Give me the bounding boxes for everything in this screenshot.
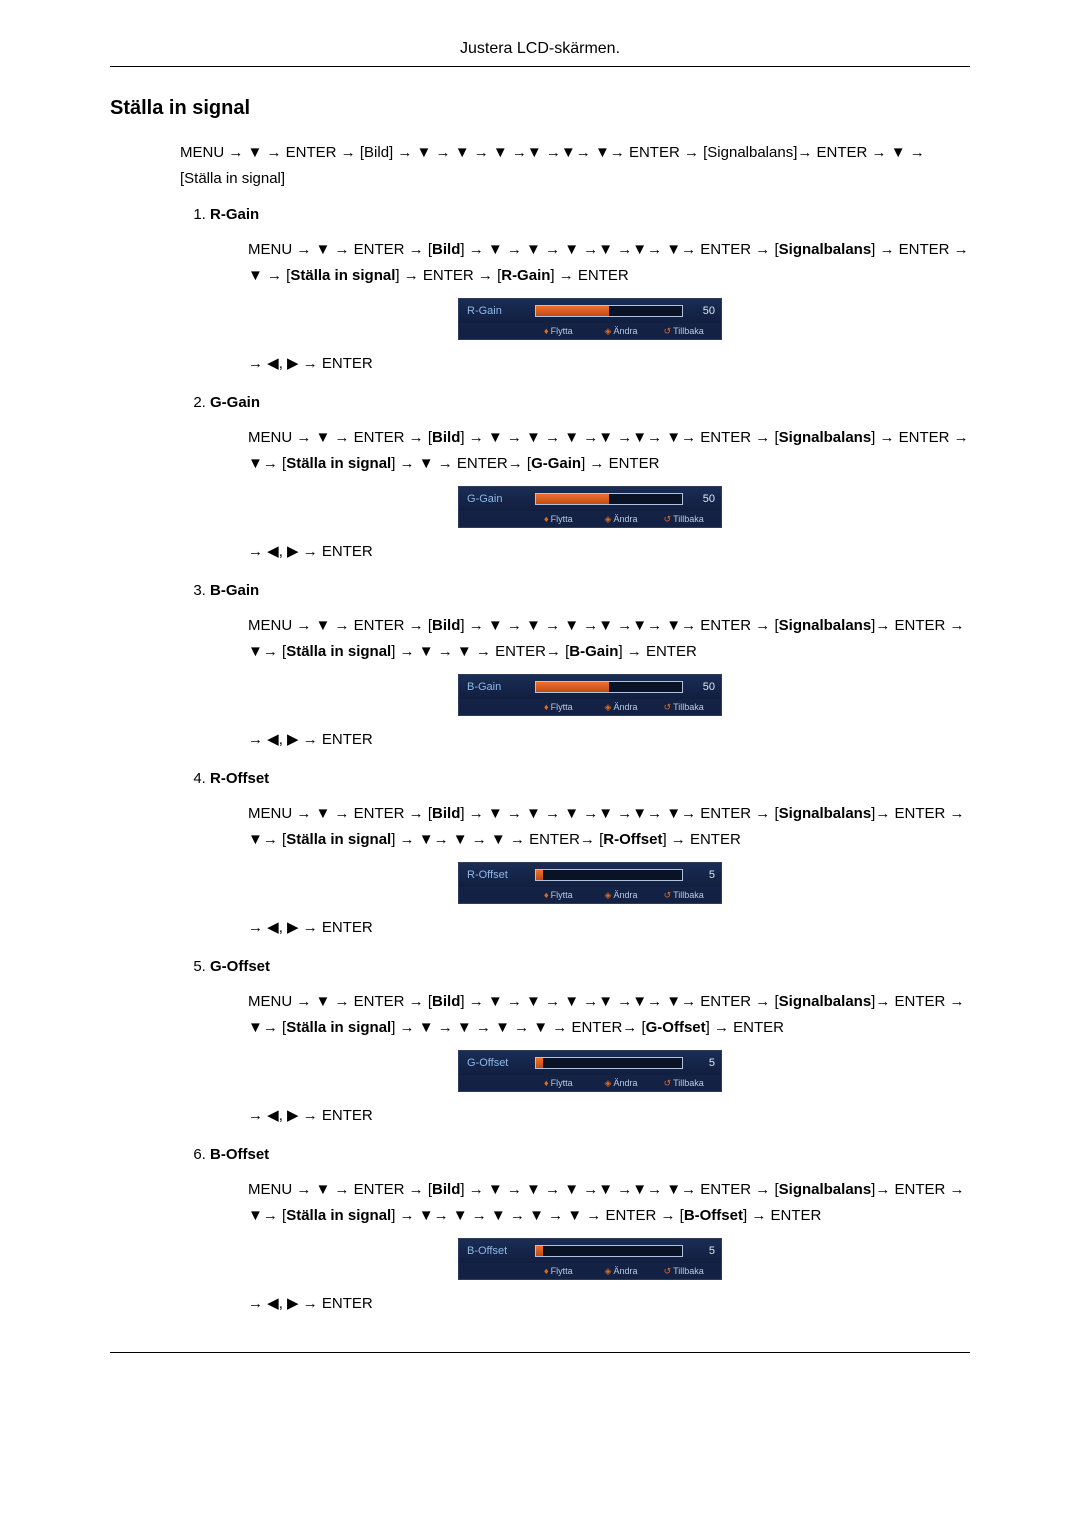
osd-foot-move: ♦Flytta bbox=[527, 890, 590, 900]
osd-slider-fill bbox=[536, 870, 543, 880]
enter-line: → ◀, ▶ → ENTER bbox=[248, 730, 970, 748]
enter-line: → ◀, ▶ → ENTER bbox=[248, 542, 970, 560]
item-title: B-Offset bbox=[210, 1146, 970, 1163]
enter-line: → ◀, ▶ → ENTER bbox=[248, 1294, 970, 1312]
osd-foot-return: ↺Tillbaka bbox=[652, 890, 715, 901]
page: Justera LCD-skärmen. Ställa in signal ME… bbox=[0, 0, 1080, 1413]
osd-label: B-Offset bbox=[465, 1245, 535, 1257]
osd-row-main: G-Gain 50 bbox=[459, 487, 721, 511]
osd-row-main: B-Offset 5 bbox=[459, 1239, 721, 1263]
list-item: B-Gain MENU → ▼ → ENTER → [Bild] → ▼ → ▼ … bbox=[210, 582, 970, 748]
item-title: G-Gain bbox=[210, 394, 970, 411]
rule-top bbox=[110, 66, 970, 67]
item-path: MENU → ▼ → ENTER → [Bild] → ▼ → ▼ → ▼ →▼… bbox=[248, 1177, 970, 1228]
item-path: MENU → ▼ → ENTER → [Bild] → ▼ → ▼ → ▼ →▼… bbox=[248, 613, 970, 664]
osd-row-main: G-Offset 5 bbox=[459, 1051, 721, 1075]
osd-footer: ♦Flytta◈Ändra↺Tillbaka bbox=[459, 699, 721, 715]
osd-panel: B-Gain 50 ♦Flytta◈Ändra↺Tillbaka bbox=[458, 674, 722, 716]
enter-line: → ◀, ▶ → ENTER bbox=[248, 354, 970, 372]
osd-value: 5 bbox=[683, 1057, 715, 1069]
osd-slider[interactable] bbox=[535, 1057, 683, 1069]
osd-slider[interactable] bbox=[535, 681, 683, 693]
list-item: R-Gain MENU → ▼ → ENTER → [Bild] → ▼ → ▼ … bbox=[210, 206, 970, 372]
osd-slider[interactable] bbox=[535, 1245, 683, 1257]
item-path: MENU → ▼ → ENTER → [Bild] → ▼ → ▼ → ▼ →▼… bbox=[248, 425, 970, 476]
osd-foot-adjust: ◈Ändra bbox=[590, 702, 653, 713]
items-list: R-Gain MENU → ▼ → ENTER → [Bild] → ▼ → ▼ … bbox=[165, 206, 970, 1312]
osd-foot-move: ♦Flytta bbox=[527, 1078, 590, 1088]
osd-footer: ♦Flytta◈Ändra↺Tillbaka bbox=[459, 511, 721, 527]
osd-value: 5 bbox=[683, 1245, 715, 1257]
osd-slider-fill bbox=[536, 1246, 543, 1256]
osd-slider[interactable] bbox=[535, 493, 683, 505]
osd-label: R-Gain bbox=[465, 305, 535, 317]
page-header: Justera LCD-skärmen. bbox=[110, 40, 970, 58]
osd-label: G-Gain bbox=[465, 493, 535, 505]
list-item: G-Gain MENU → ▼ → ENTER → [Bild] → ▼ → ▼ … bbox=[210, 394, 970, 560]
osd-footer: ♦Flytta◈Ändra↺Tillbaka bbox=[459, 887, 721, 903]
item-title: G-Offset bbox=[210, 958, 970, 975]
osd-foot-move: ♦Flytta bbox=[527, 326, 590, 336]
osd-panel: R-Gain 50 ♦Flytta◈Ändra↺Tillbaka bbox=[458, 298, 722, 340]
osd-footer: ♦Flytta◈Ändra↺Tillbaka bbox=[459, 323, 721, 339]
enter-line: → ◀, ▶ → ENTER bbox=[248, 1106, 970, 1124]
osd-row-main: R-Gain 50 bbox=[459, 299, 721, 323]
osd-slider-fill bbox=[536, 682, 609, 692]
osd-foot-adjust: ◈Ändra bbox=[590, 890, 653, 901]
item-title: B-Gain bbox=[210, 582, 970, 599]
intro-path: MENU → ▼ → ENTER → [Bild] → ▼ → ▼ → ▼ →▼… bbox=[180, 140, 970, 191]
osd-foot-return: ↺Tillbaka bbox=[652, 702, 715, 713]
item-path: MENU → ▼ → ENTER → [Bild] → ▼ → ▼ → ▼ →▼… bbox=[248, 237, 970, 288]
osd-foot-move: ♦Flytta bbox=[527, 514, 590, 524]
item-title: R-Offset bbox=[210, 770, 970, 787]
osd-value: 50 bbox=[683, 681, 715, 693]
osd-slider-fill bbox=[536, 306, 609, 316]
osd-footer: ♦Flytta◈Ändra↺Tillbaka bbox=[459, 1263, 721, 1279]
list-item: B-Offset MENU → ▼ → ENTER → [Bild] → ▼ → … bbox=[210, 1146, 970, 1312]
osd-foot-return: ↺Tillbaka bbox=[652, 326, 715, 337]
osd-panel: G-Offset 5 ♦Flytta◈Ändra↺Tillbaka bbox=[458, 1050, 722, 1092]
osd-foot-adjust: ◈Ändra bbox=[590, 326, 653, 337]
osd-panel: R-Offset 5 ♦Flytta◈Ändra↺Tillbaka bbox=[458, 862, 722, 904]
list-item: G-Offset MENU → ▼ → ENTER → [Bild] → ▼ → … bbox=[210, 958, 970, 1124]
rule-bottom bbox=[110, 1352, 970, 1353]
osd-foot-adjust: ◈Ändra bbox=[590, 514, 653, 525]
item-path: MENU → ▼ → ENTER → [Bild] → ▼ → ▼ → ▼ →▼… bbox=[248, 801, 970, 852]
list-item: R-Offset MENU → ▼ → ENTER → [Bild] → ▼ → … bbox=[210, 770, 970, 936]
osd-value: 50 bbox=[683, 305, 715, 317]
osd-row-main: R-Offset 5 bbox=[459, 863, 721, 887]
osd-panel: G-Gain 50 ♦Flytta◈Ändra↺Tillbaka bbox=[458, 486, 722, 528]
osd-label: B-Gain bbox=[465, 681, 535, 693]
osd-foot-move: ♦Flytta bbox=[527, 1266, 590, 1276]
osd-value: 5 bbox=[683, 869, 715, 881]
osd-foot-return: ↺Tillbaka bbox=[652, 1078, 715, 1089]
osd-slider[interactable] bbox=[535, 305, 683, 317]
osd-slider-fill bbox=[536, 494, 609, 504]
osd-label: G-Offset bbox=[465, 1057, 535, 1069]
item-title: R-Gain bbox=[210, 206, 970, 223]
osd-foot-adjust: ◈Ändra bbox=[590, 1266, 653, 1277]
osd-foot-adjust: ◈Ändra bbox=[590, 1078, 653, 1089]
osd-footer: ♦Flytta◈Ändra↺Tillbaka bbox=[459, 1075, 721, 1091]
osd-value: 50 bbox=[683, 493, 715, 505]
osd-label: R-Offset bbox=[465, 869, 535, 881]
osd-foot-move: ♦Flytta bbox=[527, 702, 590, 712]
osd-foot-return: ↺Tillbaka bbox=[652, 1266, 715, 1277]
osd-panel: B-Offset 5 ♦Flytta◈Ändra↺Tillbaka bbox=[458, 1238, 722, 1280]
item-path: MENU → ▼ → ENTER → [Bild] → ▼ → ▼ → ▼ →▼… bbox=[248, 989, 970, 1040]
enter-line: → ◀, ▶ → ENTER bbox=[248, 918, 970, 936]
osd-slider[interactable] bbox=[535, 869, 683, 881]
osd-foot-return: ↺Tillbaka bbox=[652, 514, 715, 525]
osd-row-main: B-Gain 50 bbox=[459, 675, 721, 699]
section-title: Ställa in signal bbox=[110, 97, 970, 120]
osd-slider-fill bbox=[536, 1058, 543, 1068]
